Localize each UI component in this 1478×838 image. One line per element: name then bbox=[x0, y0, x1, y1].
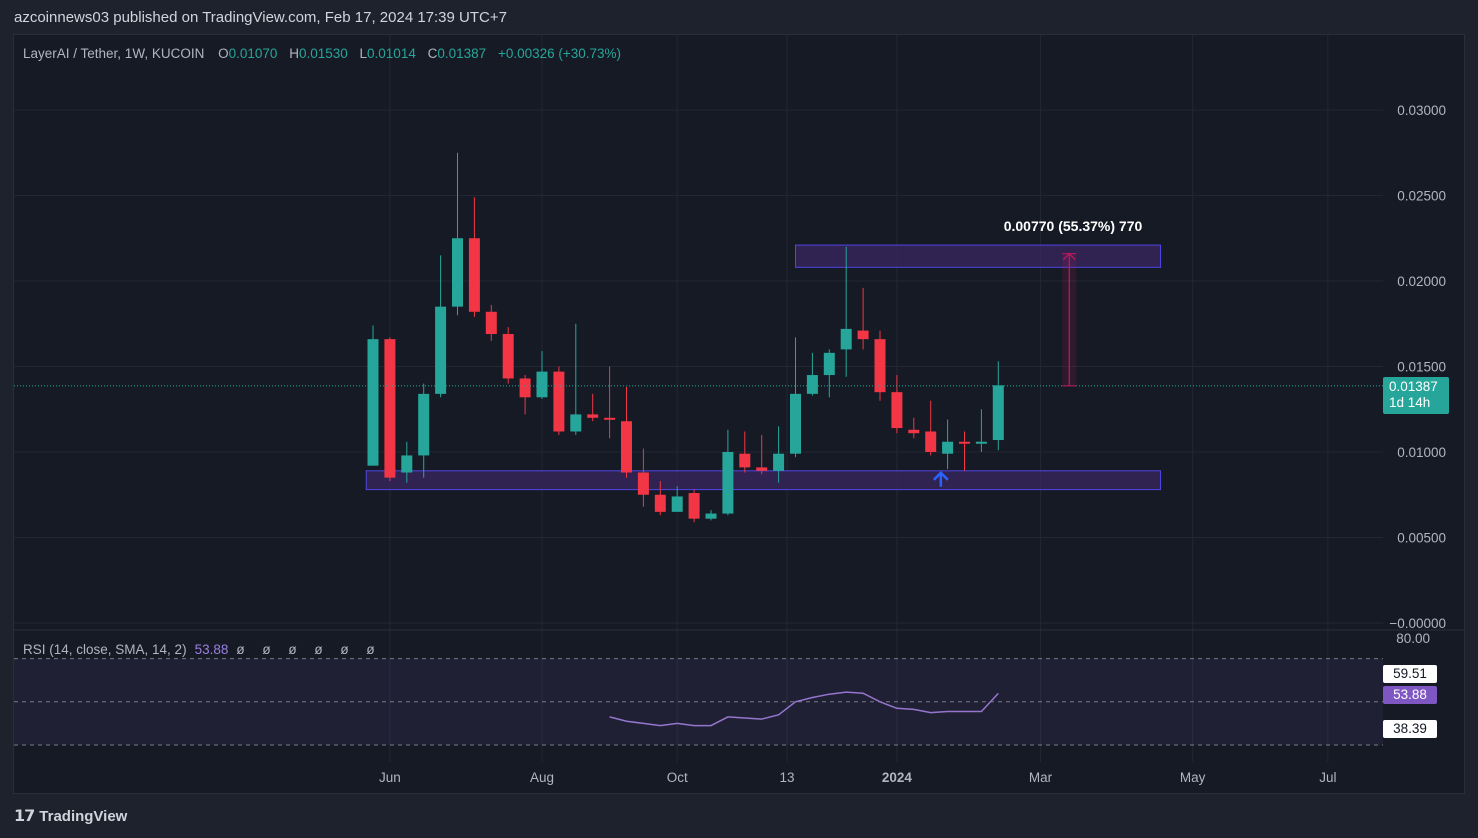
candle-body-up bbox=[452, 238, 463, 307]
x-tick-label: Jul bbox=[1319, 770, 1336, 785]
x-tick-label: Aug bbox=[530, 770, 554, 785]
open-value: 0.01070 bbox=[228, 46, 278, 61]
zones bbox=[365, 244, 1162, 491]
rsi-legend: RSI (14, close, SMA, 14, 2) 53.88 ø ø ø ø … bbox=[23, 642, 382, 657]
last-price-tag: 0.01387 1d 14h bbox=[1383, 377, 1449, 414]
bar-countdown: 1d 14h bbox=[1389, 395, 1431, 410]
x-tick-label: Mar bbox=[1029, 770, 1053, 785]
candle-body-down bbox=[502, 334, 514, 379]
candle-body-down bbox=[384, 339, 396, 478]
candle-body-up bbox=[942, 441, 954, 454]
high-label: H bbox=[289, 46, 299, 61]
candle-body-down bbox=[857, 330, 869, 340]
y-tick-label: 0.01500 bbox=[1397, 360, 1446, 375]
y-tick-label: 0.01000 bbox=[1397, 445, 1446, 460]
chart-frame[interactable] bbox=[13, 34, 1465, 794]
candle-body-down bbox=[925, 431, 937, 452]
x-tick-label: Oct bbox=[667, 770, 688, 785]
candle-body-up bbox=[773, 453, 785, 471]
candle-body-up bbox=[418, 393, 430, 456]
candle-body-down bbox=[739, 453, 751, 468]
candle-body-down bbox=[621, 421, 632, 473]
low-value: 0.01014 bbox=[367, 46, 416, 61]
candle-body-up bbox=[992, 385, 1004, 441]
rsi-indicator-value: 53.88 bbox=[194, 642, 229, 657]
candle-body-down bbox=[959, 441, 970, 444]
candle-body-down bbox=[654, 494, 666, 512]
candle-body-up bbox=[570, 414, 582, 432]
rsi-pane bbox=[14, 658, 1383, 746]
rsi-lower-tag: 38.39 bbox=[1383, 720, 1437, 738]
measure-label: 0.00770 (55.37%) 770 bbox=[1004, 218, 1143, 234]
candle-body-down bbox=[468, 238, 480, 312]
rsi-value-tag: 53.88 bbox=[1383, 686, 1437, 704]
candle-body-down bbox=[519, 378, 531, 398]
candle-body-up bbox=[790, 393, 801, 454]
y-tick-label: 0.03000 bbox=[1397, 103, 1446, 118]
candle-body-up bbox=[806, 375, 818, 394]
arrow-up-icon bbox=[932, 471, 949, 487]
axes: 0.03000 0.02500 0.02000 0.01500 0.01000 0.005… bbox=[379, 103, 1446, 785]
candle-body-down bbox=[688, 493, 700, 519]
open-label: O bbox=[218, 46, 229, 61]
low-label: L bbox=[359, 46, 368, 61]
drawings: 0.00770 (55.37%) 770 bbox=[14, 218, 1383, 487]
high-value: 0.01530 bbox=[298, 46, 348, 61]
x-tick-label: May bbox=[1180, 770, 1206, 785]
candle-body-down bbox=[587, 414, 599, 418]
candle-body-up bbox=[367, 339, 379, 466]
rsi-band-background bbox=[14, 658, 1383, 745]
candle-body-down bbox=[485, 311, 497, 335]
candle-body-up bbox=[401, 455, 413, 473]
y-tick-label: −0.00000 bbox=[1389, 616, 1446, 631]
candle-body-down bbox=[756, 467, 768, 471]
candle-body-down bbox=[604, 417, 616, 420]
tradingview-logo-icon: 𝟭𝟳 bbox=[14, 808, 35, 825]
x-tick-label: 2024 bbox=[882, 770, 913, 785]
resistance-zone bbox=[795, 244, 1162, 268]
symbol-name[interactable]: LayerAI / Tether, 1W, KUCOIN bbox=[23, 46, 205, 61]
y-tick-label: 0.02500 bbox=[1397, 189, 1446, 204]
rsi-line bbox=[609, 691, 999, 727]
rsi-indicator-name[interactable]: RSI (14, close, SMA, 14, 2) bbox=[23, 642, 187, 657]
candle-body-down bbox=[891, 392, 903, 429]
y-tick-label: 0.00500 bbox=[1397, 531, 1446, 546]
x-tick-label: Jun bbox=[379, 770, 401, 785]
candle-body-up bbox=[435, 306, 447, 394]
measure-arrow-icon bbox=[1062, 252, 1076, 261]
candle-body-down bbox=[874, 339, 886, 393]
close-label: C bbox=[427, 46, 438, 61]
support-zone bbox=[365, 470, 1162, 491]
last-price-value: 0.01387 bbox=[1389, 379, 1438, 394]
tradingview-brand-text: TradingView bbox=[39, 807, 128, 825]
rsi-axis-top-label: 80.00 bbox=[1396, 631, 1430, 646]
candle-body-down bbox=[553, 371, 565, 432]
candle-body-up bbox=[722, 452, 734, 514]
publisher-line: azcoinnews03 published on TradingView.co… bbox=[14, 9, 507, 26]
y-tick-label: 0.02000 bbox=[1397, 274, 1446, 289]
rsi-upper-tag: 59.51 bbox=[1383, 665, 1437, 683]
candle-body-up bbox=[671, 496, 683, 512]
x-tick-label: 13 bbox=[780, 770, 795, 785]
candle-body-down bbox=[908, 429, 920, 434]
candle-body-up bbox=[705, 513, 717, 519]
candle-body-up bbox=[840, 328, 852, 350]
candles bbox=[367, 152, 1004, 523]
candle-body-up bbox=[536, 371, 548, 398]
candle-body-up bbox=[975, 441, 987, 444]
candle-body-up bbox=[823, 352, 835, 376]
candle-body-down bbox=[637, 472, 649, 495]
close-value: 0.01387 bbox=[437, 46, 487, 61]
change-value: +0.00326 (+30.73%) bbox=[497, 46, 622, 61]
tradingview-logo[interactable]: 𝟭𝟳 TradingView bbox=[14, 806, 127, 826]
symbol-legend: LayerAI / Tether, 1W, KUCOIN O0.01070 H0… bbox=[23, 46, 629, 61]
rsi-placeholders: ø ø ø ø ø ø bbox=[236, 642, 382, 657]
